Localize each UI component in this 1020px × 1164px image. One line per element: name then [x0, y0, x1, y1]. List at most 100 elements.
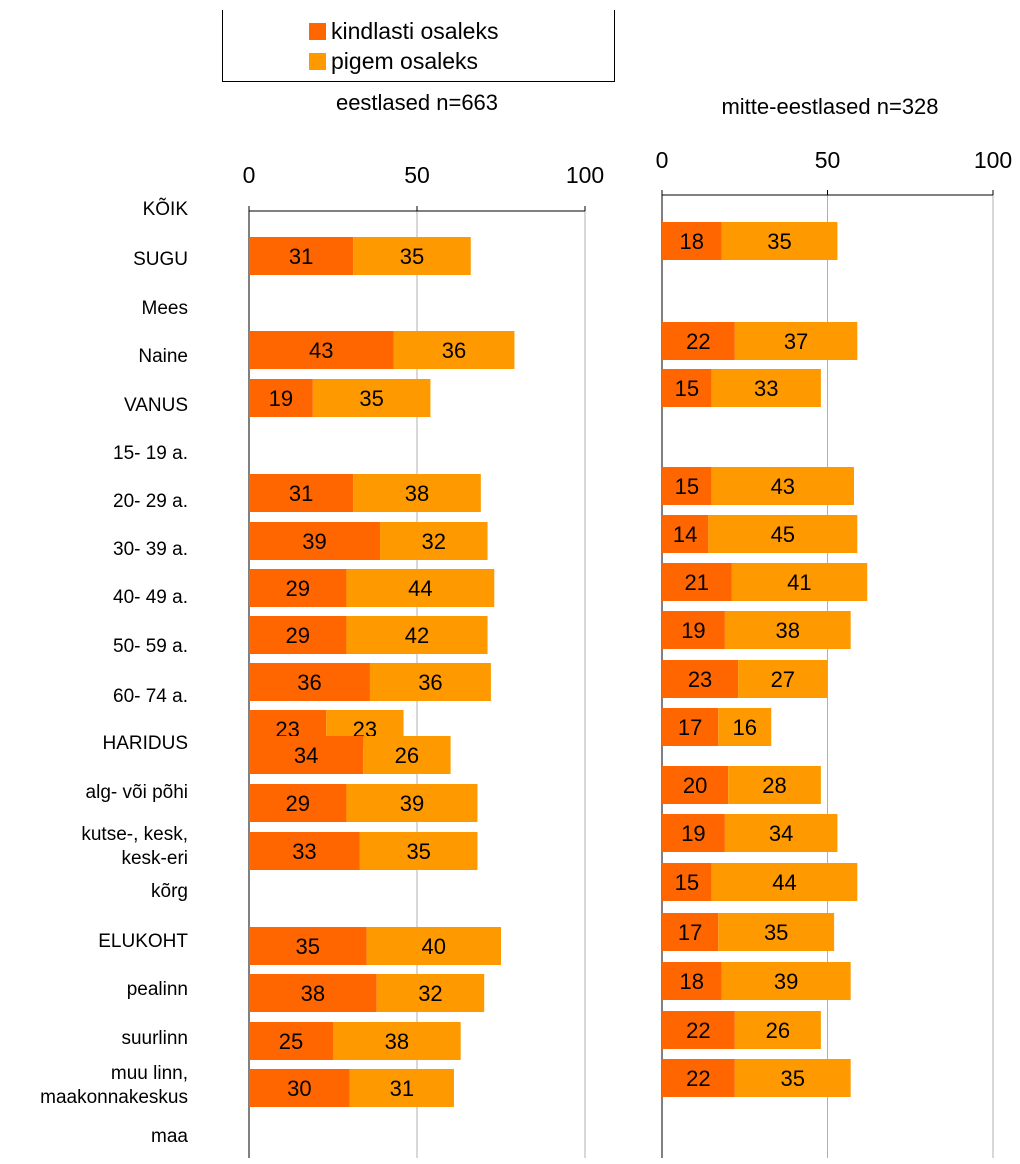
data-label-mitte-eestlased-kindlasti-1: 22 — [686, 329, 710, 354]
data-label-eestlased-kindlasti-12: 35 — [296, 934, 320, 959]
bar-eestlased-kindlasti-7 — [249, 663, 370, 701]
bar-mitte-eestlased-pigem-8 — [718, 708, 772, 746]
bar-eestlased-kindlasti-15 — [249, 1069, 350, 1107]
bar-mitte-eestlased-kindlasti-14 — [662, 1011, 735, 1049]
bar-eestlased-pigem-11 — [359, 832, 478, 870]
bar-eestlased-kindlasti-13 — [249, 974, 377, 1012]
bar-mitte-eestlased-pigem-1 — [734, 322, 858, 360]
data-label-eestlased-pigem-4: 32 — [422, 529, 446, 554]
bar-mitte-eestlased-kindlasti-0 — [662, 222, 722, 260]
data-label-eestlased-pigem-9: 26 — [395, 743, 419, 768]
bar-mitte-eestlased-pigem-10 — [724, 814, 838, 852]
data-label-eestlased-pigem-3: 38 — [405, 481, 429, 506]
data-label-eestlased-kindlasti-2: 19 — [269, 386, 293, 411]
category-label-9: 50- 59 a. — [113, 636, 188, 657]
bar-eestlased-kindlasti-9 — [249, 736, 364, 774]
bar-mitte-eestlased-kindlasti-5 — [662, 563, 732, 601]
data-label-eestlased-kindlasti-4: 39 — [302, 529, 326, 554]
bar-mitte-eestlased-pigem-14 — [734, 1011, 821, 1049]
bar-eestlased-kindlasti-2 — [249, 379, 313, 417]
data-label-eestlased-pigem-13: 32 — [418, 981, 442, 1006]
bar-eestlased-kindlasti-14 — [249, 1022, 333, 1060]
category-label-12: alg- või põhi — [86, 782, 188, 803]
data-label-eestlased-pigem-12: 40 — [422, 934, 446, 959]
bar-eestlased-pigem-9 — [363, 736, 451, 774]
bar-mitte-eestlased-kindlasti-7 — [662, 660, 739, 698]
legend-label-pigem: pigem osaleks — [331, 48, 479, 74]
data-label-mitte-eestlased-kindlasti-8: 17 — [678, 715, 702, 740]
data-label-mitte-eestlased-kindlasti-13: 18 — [680, 969, 704, 994]
data-label-mitte-eestlased-kindlasti-15: 22 — [686, 1066, 710, 1091]
bar-eestlased-kindlasti-0 — [249, 237, 354, 275]
data-label-eestlased-pigem-14: 38 — [385, 1029, 409, 1054]
bar-mitte-eestlased-kindlasti-11 — [662, 863, 712, 901]
bar-eestlased-pigem-7 — [369, 663, 491, 701]
tick-label-mitte-eestlased-50: 50 — [815, 147, 841, 173]
data-label-eestlased-pigem-10: 39 — [400, 791, 424, 816]
data-label-mitte-eestlased-pigem-13: 39 — [774, 969, 798, 994]
bar-mitte-eestlased-pigem-2 — [711, 369, 821, 407]
category-label-7: 30- 39 a. — [113, 539, 188, 560]
data-label-mitte-eestlased-kindlasti-6: 19 — [681, 618, 705, 643]
bar-eestlased-pigem-2 — [312, 379, 431, 417]
category-label-15: ELUKOHT — [98, 931, 188, 952]
data-label-mitte-eestlased-pigem-9: 28 — [762, 773, 786, 798]
category-label-14: kõrg — [151, 881, 188, 902]
data-label-eestlased-kindlasti-15: 30 — [287, 1076, 311, 1101]
bar-eestlased-kindlasti-4 — [249, 522, 381, 560]
category-label-2: Mees — [142, 298, 188, 319]
bar-mitte-eestlased-kindlasti-12 — [662, 913, 719, 951]
data-label-mitte-eestlased-kindlasti-10: 19 — [681, 821, 705, 846]
bar-mitte-eestlased-pigem-6 — [724, 611, 851, 649]
bar-mitte-eestlased-kindlasti-2 — [662, 369, 712, 407]
bar-eestlased-pigem-5 — [346, 569, 495, 607]
bar-mitte-eestlased-pigem-3 — [711, 467, 854, 505]
data-label-mitte-eestlased-pigem-14: 26 — [766, 1018, 790, 1043]
data-label-eestlased-kindlasti-7: 36 — [297, 670, 321, 695]
bar-mitte-eestlased-pigem-12 — [718, 913, 835, 951]
category-label-6: 20- 29 a. — [113, 491, 188, 512]
data-label-mitte-eestlased-kindlasti-3: 15 — [675, 474, 699, 499]
bar-mitte-eestlased-pigem-9 — [728, 766, 821, 804]
chart-title-eestlased: eestlased n=663 — [336, 90, 498, 115]
bar-mitte-eestlased-pigem-5 — [731, 563, 868, 601]
bar-mitte-eestlased-kindlasti-15 — [662, 1059, 735, 1097]
data-label-eestlased-kindlasti-14: 25 — [279, 1029, 303, 1054]
bar-mitte-eestlased-kindlasti-3 — [662, 467, 712, 505]
data-label-eestlased-kindlasti-5: 29 — [285, 576, 309, 601]
bar-eestlased-pigem-15 — [349, 1069, 454, 1107]
bar-eestlased-kindlasti-11 — [249, 832, 360, 870]
bar-eestlased-kindlasti-5 — [249, 569, 347, 607]
bar-eestlased-pigem-6 — [346, 616, 488, 654]
data-label-eestlased-kindlasti-0: 31 — [289, 244, 313, 269]
bar-eestlased-pigem-13 — [376, 974, 485, 1012]
category-label-13-line0: kutse-, kesk, — [81, 824, 188, 845]
category-label-13-line1: kesk-eri — [121, 848, 188, 869]
data-label-eestlased-pigem-6: 42 — [405, 623, 429, 648]
data-label-eestlased-pigem-15: 31 — [390, 1076, 414, 1101]
bar-eestlased-pigem-1 — [393, 331, 515, 369]
data-label-mitte-eestlased-pigem-4: 45 — [771, 522, 795, 547]
bar-eestlased-pigem-12 — [366, 927, 501, 965]
legend: kindlasti osaleks pigem osaleks — [222, 10, 615, 82]
bar-mitte-eestlased-kindlasti-1 — [662, 322, 735, 360]
data-label-mitte-eestlased-pigem-2: 33 — [754, 376, 778, 401]
data-label-mitte-eestlased-pigem-8: 16 — [733, 715, 757, 740]
category-label-18-line0: muu linn, — [111, 1063, 188, 1084]
bar-mitte-eestlased-pigem-0 — [721, 222, 838, 260]
data-label-mitte-eestlased-pigem-7: 27 — [771, 667, 795, 692]
data-label-eestlased-pigem-1: 36 — [442, 338, 466, 363]
legend-label-kindlasti: kindlasti osaleks — [331, 18, 499, 44]
data-label-eestlased-kindlasti-1: 43 — [309, 338, 333, 363]
data-label-mitte-eestlased-kindlasti-9: 20 — [683, 773, 707, 798]
bar-eestlased-pigem-3 — [353, 474, 481, 512]
data-label-mitte-eestlased-pigem-3: 43 — [771, 474, 795, 499]
data-label-mitte-eestlased-kindlasti-0: 18 — [680, 229, 704, 254]
data-label-mitte-eestlased-pigem-11: 44 — [772, 870, 796, 895]
data-label-eestlased-pigem-7: 36 — [418, 670, 442, 695]
data-label-mitte-eestlased-pigem-12: 35 — [764, 920, 788, 945]
bar-mitte-eestlased-kindlasti-10 — [662, 814, 725, 852]
bar-mitte-eestlased-kindlasti-13 — [662, 962, 722, 1000]
bar-eestlased-pigem-14 — [333, 1022, 461, 1060]
